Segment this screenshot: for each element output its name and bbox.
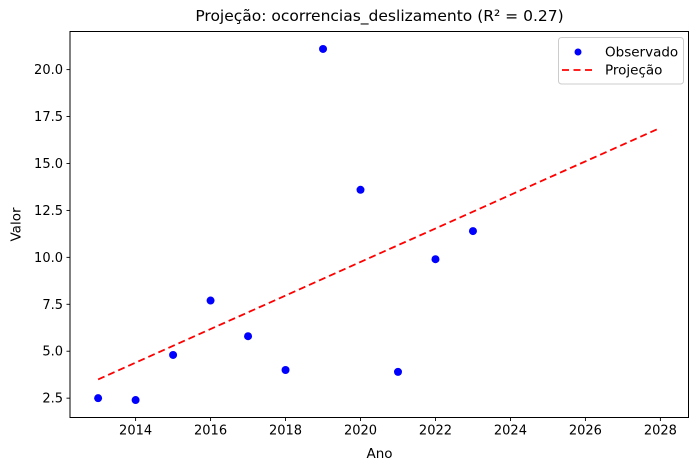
y-tick-label: 17.5 xyxy=(34,110,63,125)
data-point xyxy=(169,350,178,359)
data-point xyxy=(431,255,440,264)
y-tick-label: 10.0 xyxy=(34,251,63,266)
x-axis-label: Ano xyxy=(366,446,393,462)
y-tick-label: 5.0 xyxy=(42,345,63,360)
x-tick-label: 2026 xyxy=(569,424,602,439)
y-tick-label: 7.5 xyxy=(42,298,63,313)
legend-label: Projeção xyxy=(605,63,662,79)
data-point xyxy=(319,44,328,53)
y-tick-label: 20.0 xyxy=(34,63,63,78)
x-tick-label: 2028 xyxy=(644,424,677,439)
data-point xyxy=(468,227,477,236)
x-tick-label: 2024 xyxy=(494,424,527,439)
y-tick-label: 15.0 xyxy=(34,157,63,172)
legend-label: Observado xyxy=(605,45,678,61)
projection-line xyxy=(97,126,661,381)
x-tick-label: 2014 xyxy=(119,424,152,439)
plot-frame xyxy=(69,31,689,418)
x-tick-label: 2022 xyxy=(419,424,452,439)
y-tick-label: 2.5 xyxy=(42,392,63,407)
y-tick-label: 12.5 xyxy=(34,204,63,219)
data-point xyxy=(393,367,402,376)
legend-marker-dot xyxy=(574,48,582,56)
y-axis-label: Valor xyxy=(8,207,25,242)
legend-box xyxy=(558,37,684,85)
x-tick-label: 2016 xyxy=(194,424,227,439)
data-point xyxy=(131,396,140,405)
data-point xyxy=(244,332,253,341)
data-point xyxy=(281,366,290,375)
x-tick-label: 2020 xyxy=(344,424,377,439)
data-point xyxy=(356,185,365,194)
data-point xyxy=(206,296,215,305)
data-point xyxy=(94,394,103,403)
chart-title: Projeção: ocorrencias_deslizamento (R² =… xyxy=(195,7,564,25)
x-tick-label: 2018 xyxy=(269,424,302,439)
